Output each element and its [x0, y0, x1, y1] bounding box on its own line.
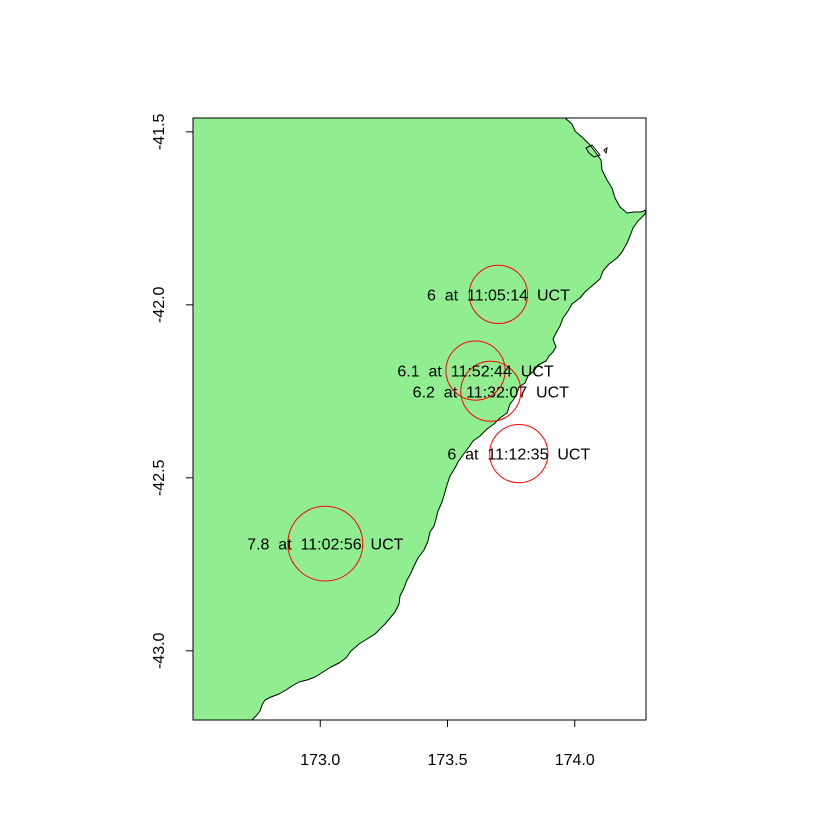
x-tick-label: 173.0 [300, 752, 340, 769]
map-layer [192, 117, 647, 721]
y-tick-label: -43.0 [151, 632, 168, 669]
earthquake-markers: 7.8 at 11:02:56 UCT 6 at 11:05:14 UCT 6 at… [247, 264, 590, 582]
earthquake-circle [468, 264, 528, 324]
x-tick-label: 173.5 [427, 752, 467, 769]
earthquake-label: 6.2 at 11:32:07 UCT [413, 384, 569, 401]
earthquake-label: 7.8 at 11:02:56 UCT [247, 537, 403, 554]
earthquake-label: 6 at 11:05:14 UCT [427, 287, 570, 304]
y-tick-label: -42.5 [151, 459, 168, 496]
earthquake-circle [287, 505, 364, 582]
y-tick-label: -41.5 [151, 113, 168, 150]
y-axis: -41.5 -42.0 -42.5 -43.0 [151, 113, 194, 669]
earthquake-label: 6.1 at 11:52:44 UCT [397, 364, 553, 381]
earthquake-circle [445, 340, 506, 401]
earthquake-circle [460, 360, 522, 422]
earthquake-label: 6 at 11:12:35 UCT [447, 447, 590, 464]
x-axis: 173.0 173.5 174.0 [300, 719, 595, 769]
x-tick-label: 174.0 [555, 752, 595, 769]
land-area [192, 117, 647, 721]
coastline-detail [585, 144, 608, 158]
earthquake-circle [489, 424, 549, 484]
axes: 173.0 173.5 174.0 -41.5 -42.0 -42.5 -43.0 [151, 113, 647, 769]
y-tick-label: -42.0 [151, 286, 168, 323]
